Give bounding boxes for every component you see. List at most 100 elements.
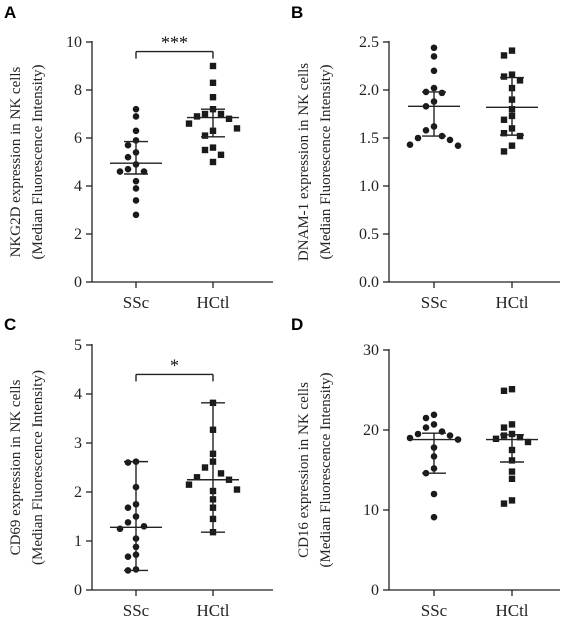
data-point-circle [406, 141, 414, 149]
panel-d: D CD16 expression in NK cells (Median Fluo… [291, 315, 560, 617]
data-point-square [508, 71, 516, 78]
y-tick-label: 0.0 [359, 274, 379, 291]
data-point-square [209, 158, 217, 166]
panel-letter: D [291, 315, 303, 334]
data-point-square [209, 94, 217, 101]
data-point-circle [140, 523, 148, 530]
x-category-label: SSc [123, 601, 150, 617]
data-point-circle [430, 513, 438, 521]
panel-letter: B [291, 3, 303, 22]
panel-c: C CD69 expression in NK cells (Median Fluo… [4, 315, 273, 617]
data-point-circle [132, 211, 140, 219]
y-axis-label-unit: (Median Fluorescence Intensity) [318, 373, 334, 568]
data-point-square [225, 115, 233, 122]
data-point-square [508, 421, 516, 428]
data-point-square [524, 438, 532, 446]
data-point-square [500, 432, 508, 439]
y-tick-label: 4 [74, 386, 82, 403]
data-point-square [500, 387, 508, 394]
y-tick-label: 4 [74, 178, 82, 195]
data-point-circle [124, 504, 132, 511]
data-point-circle [132, 113, 140, 120]
y-tick-label: 20 [363, 422, 379, 439]
x-category-label: HCtl [196, 293, 229, 312]
data-point-circle [124, 553, 132, 560]
y-tick-label: 2 [74, 226, 82, 243]
panel-b: B DNAM-1 expression in NK cells (Median Fl… [291, 3, 560, 312]
data-point-circle [446, 432, 454, 439]
y-tick-label: 6 [74, 130, 82, 147]
y-tick-label: 1.0 [359, 178, 379, 195]
data-point-square [201, 132, 209, 139]
data-point-square [201, 464, 209, 471]
panel-letter: A [4, 3, 16, 22]
data-point-square [193, 474, 201, 481]
y-tick-label: 2 [74, 484, 82, 501]
data-point-circle [414, 134, 422, 142]
data-point-circle [140, 168, 148, 175]
data-point-circle [422, 424, 430, 431]
data-point-circle [430, 421, 438, 428]
data-point-square [516, 434, 524, 441]
data-point-circle [430, 53, 438, 60]
data-point-circle [124, 519, 132, 526]
data-point-square [508, 142, 516, 149]
data-point-circle [116, 525, 124, 533]
data-point-square [500, 73, 508, 80]
data-point-square [508, 468, 516, 475]
panel-a: A NKG2D expression in NK cells (Median Flu… [4, 3, 273, 312]
y-tick-label: 10 [363, 502, 379, 519]
panel-letter: C [4, 315, 16, 334]
y-tick-label: 0 [74, 274, 82, 291]
x-category-label: SSc [421, 293, 448, 312]
data-point-square [516, 77, 524, 84]
y-tick-label: 1.5 [359, 130, 379, 147]
y-tick-label: 0 [74, 582, 82, 599]
data-point-circle [422, 414, 430, 422]
y-axis-label: CD16 expression in NK cells [296, 382, 312, 558]
data-point-circle [132, 105, 140, 113]
data-point-circle [430, 84, 438, 92]
data-point-square [500, 148, 508, 155]
data-point-circle [124, 141, 132, 149]
x-category-label: SSc [421, 601, 448, 617]
y-tick-label: 0 [371, 582, 379, 599]
data-point-square [508, 497, 516, 504]
y-axis-label: CD69 expression in NK cells [8, 379, 24, 555]
y-tick-label: 5 [74, 337, 82, 354]
data-point-square [508, 47, 516, 54]
data-point-circle [124, 153, 132, 161]
y-tick-label: 3 [74, 435, 82, 452]
data-point-square [233, 125, 241, 132]
data-point-square [193, 113, 201, 120]
y-axis-label-unit: (Median Fluorescence Intensity) [318, 65, 334, 260]
data-point-square [209, 144, 217, 151]
data-point-circle [124, 459, 132, 466]
data-point-circle [132, 197, 140, 204]
data-point-circle [124, 165, 132, 173]
y-tick-label: 1 [74, 533, 82, 550]
significance-label: * [170, 355, 179, 375]
y-axis-label-unit: (Median Fluorescence Intensity) [30, 65, 46, 260]
data-point-square [500, 500, 508, 507]
x-category-label: SSc [123, 293, 150, 312]
data-point-square [516, 132, 524, 140]
data-point-circle [430, 44, 438, 52]
y-tick-label: 10 [66, 34, 82, 51]
data-point-circle [132, 177, 140, 185]
data-point-square [233, 486, 241, 493]
data-point-square [508, 386, 516, 393]
y-tick-label: 2.5 [359, 34, 379, 51]
x-category-label: HCtl [196, 601, 229, 617]
data-point-square [185, 481, 193, 488]
data-point-square [217, 110, 225, 118]
data-point-square [209, 79, 217, 86]
y-tick-label: 8 [74, 82, 82, 99]
y-axis-label-unit: (Median Fluorescence Intensity) [30, 370, 46, 565]
data-point-square [492, 435, 500, 442]
data-point-circle [454, 142, 462, 149]
significance-label: *** [161, 33, 188, 53]
data-point-square [217, 151, 225, 158]
data-point-circle [406, 434, 414, 442]
